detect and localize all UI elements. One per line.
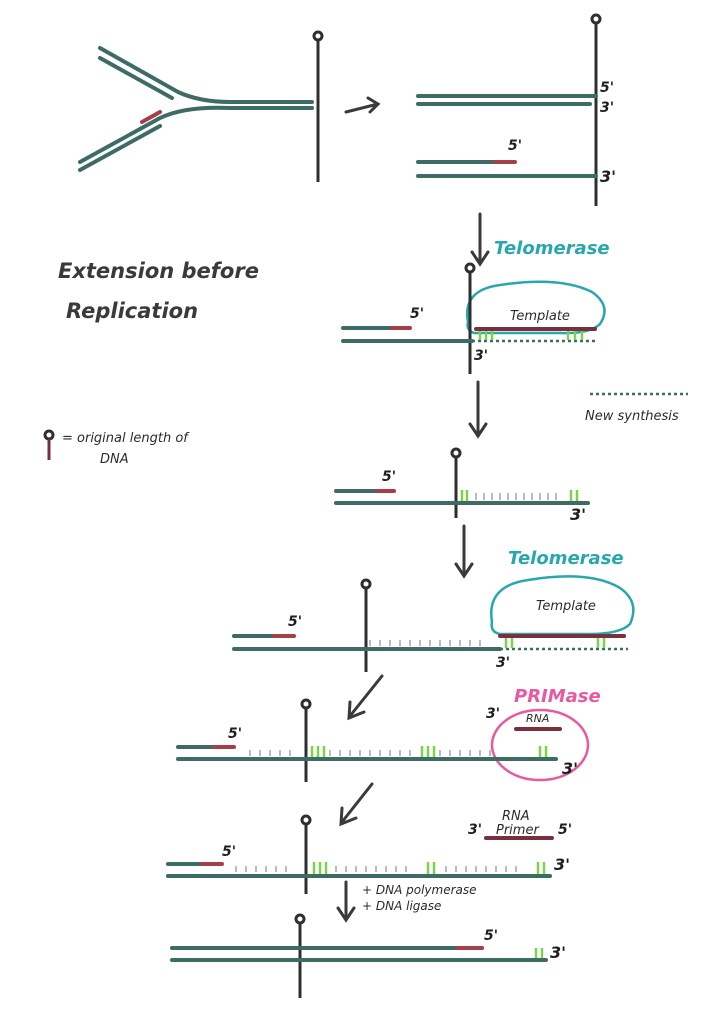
arrow-down-3	[454, 524, 474, 579]
primase-label: PRIMase	[514, 686, 601, 707]
stage-primase: PRIMase RNA 3' 5' 3'	[176, 686, 601, 782]
legend-marker-text-2: DNA	[100, 452, 129, 467]
arrow-diagonal-2	[339, 782, 374, 827]
s1-3prime: 3'	[474, 348, 488, 364]
stage-telomerase-1: Telomerase Template 5' 3'	[341, 238, 610, 374]
template-label-1: Template	[510, 309, 570, 324]
s4-3prime-top: 3'	[486, 706, 500, 722]
s2-3prime: 3'	[570, 505, 586, 524]
rna-label: RNA	[526, 712, 549, 725]
stage-final: 5' 3'	[170, 913, 566, 998]
arrow-down-4: + DNA polymerase + DNA ligase	[336, 880, 477, 923]
label-3prime-lower: 3'	[600, 167, 616, 186]
telomerase-label-2: Telomerase	[508, 548, 624, 569]
s1-5prime: 5'	[410, 306, 424, 322]
title-line-2: Replication	[66, 299, 198, 323]
stage-telomerase-2: Telomerase Template 5' 3'	[232, 548, 635, 672]
stage-extended: 5' 3'	[334, 447, 590, 524]
s3-3prime: 3'	[496, 655, 510, 671]
arrow-down-1	[470, 212, 490, 267]
arrow-right	[344, 96, 381, 114]
template-label-2: Template	[536, 599, 596, 614]
arrow-diagonal-1	[347, 674, 384, 721]
s4-3prime: 3'	[562, 759, 578, 778]
title-line-1: Extension before	[58, 259, 259, 283]
title: Extension before Replication	[58, 259, 259, 323]
arrow-down-2	[468, 380, 488, 439]
rna-primer-label-1: RNA	[502, 809, 530, 824]
legend-new-synthesis-text: New synthesis	[585, 409, 679, 424]
s6-3prime: 3'	[550, 943, 566, 962]
label-3prime-top: 3'	[600, 100, 614, 116]
s5-5prime-top: 5'	[558, 822, 572, 838]
stage-rna-primer: RNA Primer 3' 5' 5' 3'	[166, 809, 572, 894]
note-dna-ligase: + DNA ligase	[362, 899, 441, 913]
s5-3prime: 3'	[554, 855, 570, 874]
label-5prime-lower: 5'	[508, 138, 522, 154]
label-5prime-top: 5'	[600, 80, 614, 96]
s5-5prime: 5'	[222, 844, 236, 860]
rna-primer-label-2: Primer	[496, 823, 540, 838]
s3-5prime: 5'	[288, 614, 302, 630]
separated-strands: 5' 3' 5' 3'	[416, 13, 616, 206]
s4-5prime: 5'	[228, 726, 242, 742]
note-dna-polymerase: + DNA polymerase	[362, 883, 477, 897]
s5-3prime-top: 3'	[468, 822, 482, 838]
legend-marker: = original length of DNA	[43, 429, 190, 467]
s6-5prime: 5'	[484, 928, 498, 944]
legend-marker-text: = original length of	[62, 431, 190, 446]
telomerase-label-1: Telomerase	[494, 238, 610, 259]
s2-5prime: 5'	[382, 469, 396, 485]
replication-fork	[78, 30, 324, 182]
legend-new-synthesis: New synthesis	[585, 392, 688, 424]
